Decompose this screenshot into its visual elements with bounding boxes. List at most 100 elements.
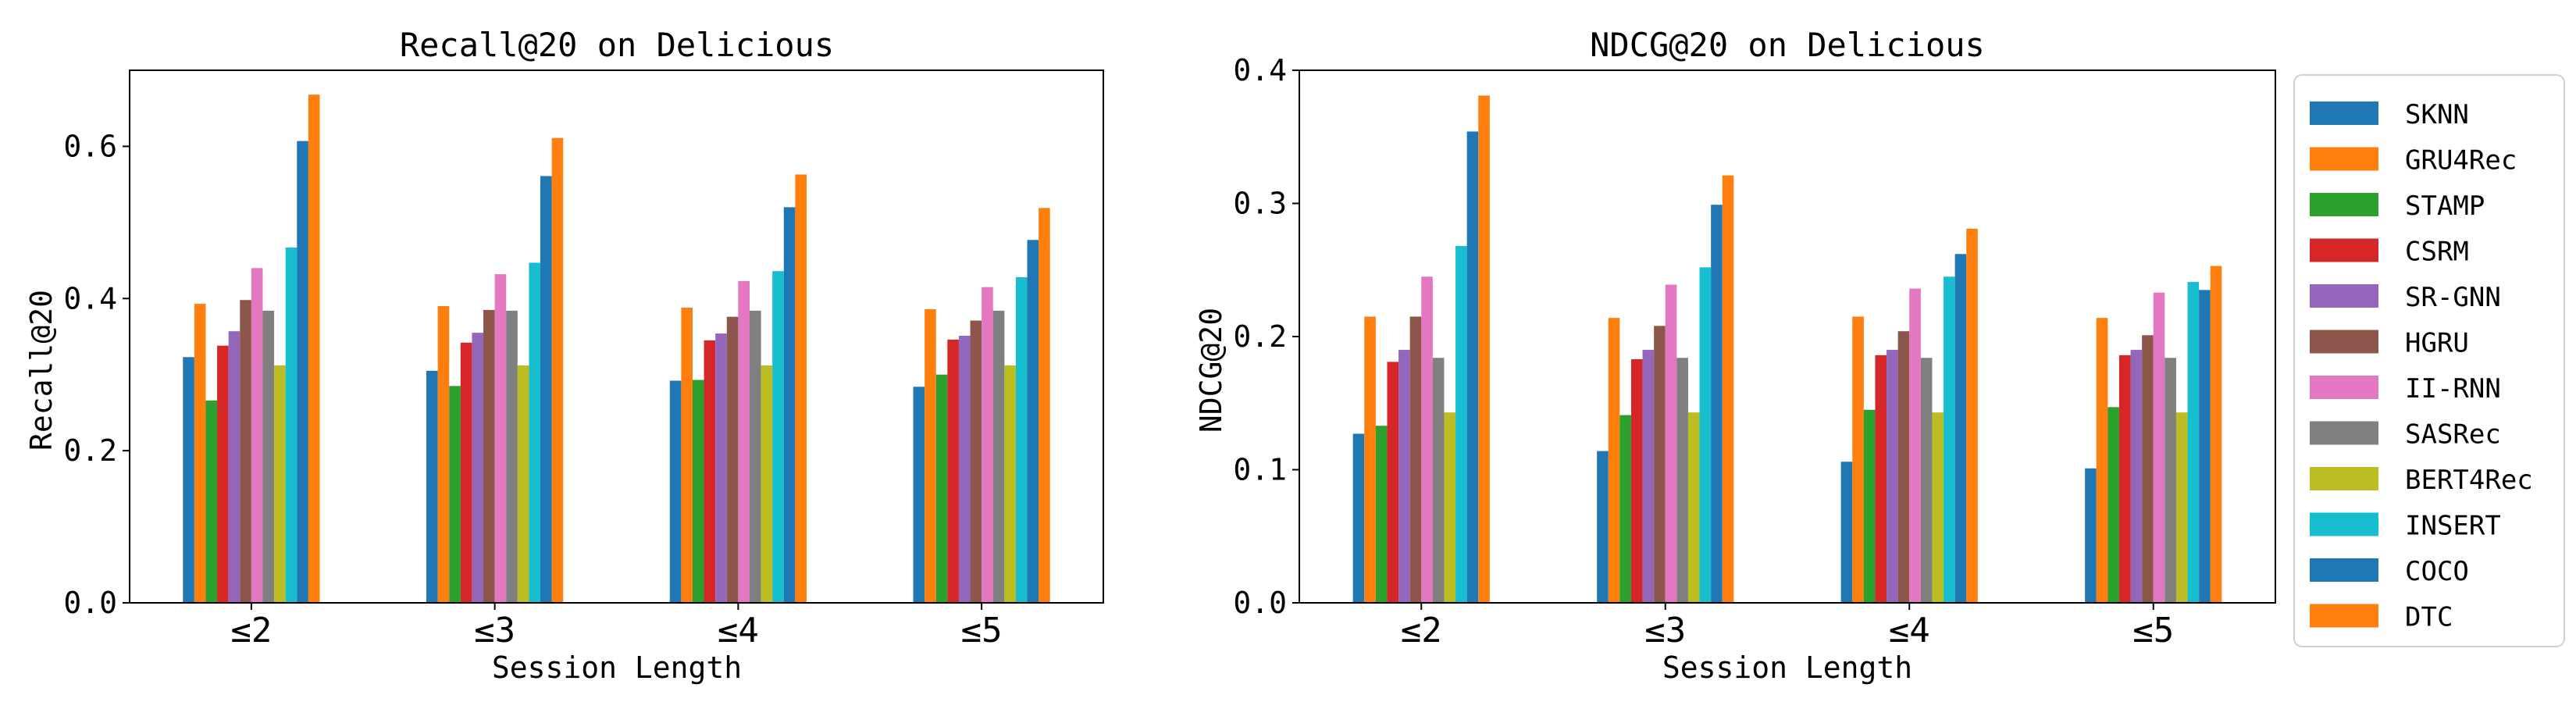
recall-bar-stamp-3 — [692, 380, 704, 603]
recall-bar-dtc-1 — [308, 94, 320, 604]
legend-label-csrm: CSRM — [2405, 237, 2469, 268]
recall-bar-dtc-2 — [551, 137, 564, 603]
recall-bar-sknn-4 — [913, 387, 925, 603]
legend-label-stamp: STAMP — [2405, 191, 2485, 222]
recall-bar-insert-2 — [529, 262, 541, 603]
ndcg-y-axis-label: NDCG@20 — [1194, 308, 1228, 433]
recall-bar-bert4rec-3 — [761, 365, 773, 603]
ndcg-bar-bert4rec-3 — [1932, 412, 1944, 603]
legend-swatch-stamp — [2310, 193, 2378, 216]
recall-bar-coco-2 — [540, 176, 552, 603]
ndcg-bar-sasrec-2 — [1676, 358, 1688, 603]
recall-bar-bert4rec-1 — [274, 365, 286, 603]
recall-bar-bert4rec-4 — [1004, 365, 1016, 603]
legend-swatch-bert4rec — [2310, 467, 2378, 490]
ndcg-bar-hgru-3 — [1897, 331, 1910, 603]
ndcg-bar-sasrec-4 — [2164, 358, 2176, 603]
ndcg-bar-hgru-4 — [2142, 335, 2154, 603]
ndcg-bar-sknn-1 — [1352, 433, 1365, 603]
recall-y-tick-label: 0.0 — [63, 586, 117, 620]
recall-bar-sasrec-4 — [992, 310, 1005, 603]
ndcg-y-tick-label: 0.3 — [1233, 187, 1287, 221]
legend-swatch-hgru — [2310, 330, 2378, 354]
legend-label-sr-gnn: SR-GNN — [2405, 282, 2501, 313]
recall-bar-coco-3 — [783, 207, 796, 603]
ndcg-bar-gru4rec-3 — [1852, 316, 1864, 603]
legend-frame — [2293, 74, 2565, 647]
ndcg-bar-sr-gnn-3 — [1887, 350, 1898, 603]
ndcg-bar-ii-rnn-2 — [1665, 284, 1677, 603]
ndcg-bar-csrm-1 — [1387, 362, 1399, 603]
ndcg-y-tick-label: 0.2 — [1233, 319, 1287, 354]
ndcg-chart: NDCG@20 on Delicious Session Length NDCG… — [1194, 26, 2276, 685]
legend-swatch-sknn — [2310, 102, 2378, 125]
recall-bar-gru4rec-2 — [437, 306, 450, 603]
recall-bar-dtc-3 — [795, 174, 807, 604]
ndcg-bar-sknn-4 — [2085, 468, 2097, 603]
recall-bar-sasrec-2 — [506, 310, 518, 603]
legend-swatch-gru4rec — [2310, 147, 2378, 171]
ndcg-bar-insert-3 — [1944, 276, 1955, 603]
recall-bar-sknn-2 — [426, 370, 438, 603]
ndcg-bar-coco-1 — [1466, 131, 1479, 603]
recall-bar-ii-rnn-3 — [738, 280, 750, 603]
ndcg-bar-sr-gnn-4 — [2130, 350, 2143, 603]
ndcg-bar-coco-2 — [1711, 205, 1723, 603]
recall-x-tick-label: ≤4 — [718, 611, 759, 650]
ndcg-y-tick-label: 0.1 — [1233, 453, 1287, 487]
ndcg-bar-dtc-1 — [1478, 95, 1490, 603]
recall-bar-hgru-1 — [240, 300, 251, 603]
legend-label-hgru: HGRU — [2405, 328, 2469, 359]
ndcg-x-tick-label: ≤2 — [1401, 611, 1442, 650]
legend-label-gru4rec: GRU4Rec — [2405, 145, 2517, 176]
legend-label-ii-rnn: II-RNN — [2405, 373, 2501, 404]
legend-label-sasrec: SASRec — [2405, 419, 2501, 451]
recall-x-tick-label: ≤3 — [474, 611, 515, 650]
recall-bar-dtc-4 — [1039, 208, 1050, 603]
ndcg-bar-csrm-3 — [1875, 355, 1887, 603]
recall-bar-gru4rec-1 — [194, 304, 206, 603]
ndcg-x-tick-label: ≤4 — [1889, 611, 1930, 650]
recall-bar-sasrec-3 — [749, 310, 761, 603]
legend-swatch-csrm — [2310, 238, 2378, 262]
ndcg-bar-gru4rec-1 — [1364, 316, 1376, 603]
recall-bar-stamp-2 — [449, 386, 461, 603]
legend-swatch-sr-gnn — [2310, 284, 2378, 308]
recall-bar-coco-1 — [297, 141, 308, 604]
recall-bar-hgru-2 — [483, 309, 495, 603]
ndcg-bar-stamp-1 — [1375, 426, 1388, 603]
ndcg-bar-coco-4 — [2199, 290, 2211, 603]
ndcg-bar-stamp-2 — [1619, 415, 1631, 603]
ndcg-chart-title: NDCG@20 on Delicious — [1590, 26, 1985, 64]
recall-bar-sknn-1 — [183, 357, 194, 603]
ndcg-bar-sknn-2 — [1597, 451, 1609, 603]
recall-bar-hgru-4 — [970, 320, 982, 603]
ndcg-bar-sknn-3 — [1840, 461, 1853, 603]
recall-bar-sknn-3 — [669, 380, 682, 603]
ndcg-y-tick-label: 0.0 — [1233, 586, 1287, 620]
ndcg-y-tick-label: 0.4 — [1233, 53, 1287, 87]
recall-bar-insert-1 — [285, 248, 298, 603]
recall-bar-ii-rnn-4 — [982, 287, 993, 603]
recall-bar-sr-gnn-1 — [228, 331, 240, 603]
recall-bar-insert-4 — [1015, 277, 1028, 603]
ndcg-bar-ii-rnn-3 — [1909, 288, 1921, 603]
recall-bar-csrm-4 — [947, 339, 959, 603]
recall-bar-csrm-1 — [217, 345, 229, 603]
recall-bar-bert4rec-2 — [517, 365, 529, 603]
recall-bar-gru4rec-4 — [925, 308, 936, 603]
ndcg-bar-ii-rnn-4 — [2153, 292, 2165, 603]
ndcg-bar-insert-1 — [1455, 246, 1467, 603]
legend-swatch-ii-rnn — [2310, 376, 2378, 399]
recall-bar-sr-gnn-4 — [958, 336, 971, 603]
recall-bar-ii-rnn-2 — [494, 274, 507, 603]
ndcg-bar-sasrec-3 — [1920, 358, 1933, 603]
ndcg-bar-gru4rec-2 — [1608, 318, 1620, 603]
legend-label-bert4rec: BERT4Rec — [2405, 465, 2533, 496]
ndcg-bar-bert4rec-2 — [1687, 412, 1700, 603]
ndcg-bar-hgru-1 — [1409, 316, 1422, 603]
ndcg-bar-insert-2 — [1699, 267, 1712, 603]
ndcg-axes-frame — [1299, 69, 2276, 604]
ndcg-bar-csrm-4 — [2118, 355, 2131, 603]
ndcg-bar-hgru-2 — [1654, 326, 1666, 603]
